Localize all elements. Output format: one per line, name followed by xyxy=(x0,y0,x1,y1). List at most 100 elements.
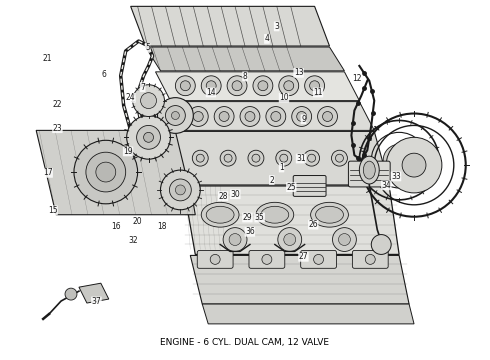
Circle shape xyxy=(223,228,247,251)
Circle shape xyxy=(180,81,190,91)
Text: 15: 15 xyxy=(48,206,57,215)
Text: 30: 30 xyxy=(230,190,240,199)
Text: 14: 14 xyxy=(206,88,216,97)
Circle shape xyxy=(279,76,299,96)
FancyBboxPatch shape xyxy=(301,251,337,268)
Circle shape xyxy=(172,112,179,120)
Circle shape xyxy=(278,228,302,251)
Circle shape xyxy=(210,255,220,264)
Circle shape xyxy=(280,154,288,162)
Circle shape xyxy=(192,150,208,166)
Circle shape xyxy=(96,162,116,182)
Ellipse shape xyxy=(316,206,343,223)
Ellipse shape xyxy=(256,202,294,227)
Circle shape xyxy=(304,150,319,166)
Polygon shape xyxy=(175,131,389,185)
Circle shape xyxy=(229,234,241,246)
Polygon shape xyxy=(79,283,109,303)
Circle shape xyxy=(193,112,203,121)
FancyBboxPatch shape xyxy=(293,176,326,196)
Circle shape xyxy=(166,105,185,125)
Circle shape xyxy=(266,107,286,126)
Text: 9: 9 xyxy=(301,115,306,124)
Circle shape xyxy=(175,76,196,96)
Circle shape xyxy=(308,154,316,162)
Circle shape xyxy=(305,76,324,96)
Text: 23: 23 xyxy=(52,124,62,133)
Polygon shape xyxy=(146,47,344,71)
Circle shape xyxy=(276,150,292,166)
Text: 11: 11 xyxy=(313,88,323,97)
Polygon shape xyxy=(202,304,414,324)
Circle shape xyxy=(161,170,200,210)
Text: 13: 13 xyxy=(294,68,303,77)
Circle shape xyxy=(245,112,255,121)
Circle shape xyxy=(127,116,171,159)
Circle shape xyxy=(214,107,234,126)
Text: 10: 10 xyxy=(279,93,289,102)
Circle shape xyxy=(402,153,426,177)
Text: 12: 12 xyxy=(352,74,362,83)
FancyBboxPatch shape xyxy=(348,161,390,187)
Circle shape xyxy=(65,288,77,300)
Text: 26: 26 xyxy=(308,220,318,229)
Polygon shape xyxy=(131,6,329,46)
Circle shape xyxy=(219,112,229,121)
Circle shape xyxy=(336,154,343,162)
Polygon shape xyxy=(155,72,359,100)
Circle shape xyxy=(227,76,247,96)
Text: 19: 19 xyxy=(123,147,133,156)
Text: 6: 6 xyxy=(101,70,106,79)
Text: 18: 18 xyxy=(157,222,167,231)
FancyBboxPatch shape xyxy=(249,251,285,268)
Circle shape xyxy=(314,255,323,264)
Circle shape xyxy=(371,235,391,255)
Text: 27: 27 xyxy=(298,252,308,261)
Text: 20: 20 xyxy=(133,217,143,226)
Text: 8: 8 xyxy=(243,72,247,81)
Circle shape xyxy=(170,179,191,201)
Ellipse shape xyxy=(201,202,239,227)
Text: 32: 32 xyxy=(128,236,138,245)
Ellipse shape xyxy=(359,156,379,184)
Circle shape xyxy=(157,98,193,133)
Ellipse shape xyxy=(206,206,234,223)
Circle shape xyxy=(224,154,232,162)
Circle shape xyxy=(284,81,294,91)
Text: 28: 28 xyxy=(219,192,228,201)
Circle shape xyxy=(253,76,273,96)
Circle shape xyxy=(332,150,347,166)
Circle shape xyxy=(322,112,333,121)
Text: 17: 17 xyxy=(43,168,52,177)
Circle shape xyxy=(383,144,415,176)
Circle shape xyxy=(271,112,281,121)
Text: 21: 21 xyxy=(43,54,52,63)
Polygon shape xyxy=(36,130,196,215)
Circle shape xyxy=(141,93,156,109)
Circle shape xyxy=(292,107,312,126)
Polygon shape xyxy=(169,102,374,130)
Ellipse shape xyxy=(261,206,289,223)
Text: 29: 29 xyxy=(243,213,252,222)
Circle shape xyxy=(240,107,260,126)
Text: 5: 5 xyxy=(145,43,150,52)
Ellipse shape xyxy=(363,161,375,179)
Text: 34: 34 xyxy=(381,181,391,190)
Circle shape xyxy=(333,228,356,251)
Text: 22: 22 xyxy=(52,100,62,109)
Circle shape xyxy=(133,85,165,117)
Text: 37: 37 xyxy=(92,297,101,306)
FancyBboxPatch shape xyxy=(197,251,233,268)
Circle shape xyxy=(284,234,295,246)
Text: 35: 35 xyxy=(255,213,265,222)
Circle shape xyxy=(297,112,307,121)
Circle shape xyxy=(386,137,442,193)
Polygon shape xyxy=(190,255,409,304)
Text: 36: 36 xyxy=(245,227,255,236)
Circle shape xyxy=(175,185,185,195)
Text: 31: 31 xyxy=(296,154,306,163)
Polygon shape xyxy=(183,186,399,255)
FancyBboxPatch shape xyxy=(352,251,388,268)
Text: 24: 24 xyxy=(126,93,135,102)
Circle shape xyxy=(74,140,138,204)
